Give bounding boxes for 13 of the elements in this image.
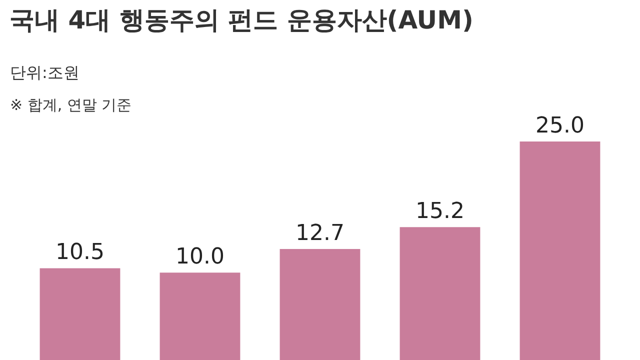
data-label: 10.5 [56,240,104,266]
data-label: 25.0 [536,114,584,138]
bar [40,268,120,360]
data-label: 12.7 [296,221,344,246]
data-label: 15.2 [416,199,464,224]
text: ※ 합계, 연말 기준 [10,96,132,114]
chart-subtitle: 단위:조원 [10,63,80,82]
chart-title: 국내 4대 행동주의 펀드 운용자산(AUM) [10,5,474,34]
bar [520,142,600,360]
bar [400,227,480,360]
data-label: 10.0 [176,244,224,270]
bar [280,249,360,360]
bar [160,272,240,360]
